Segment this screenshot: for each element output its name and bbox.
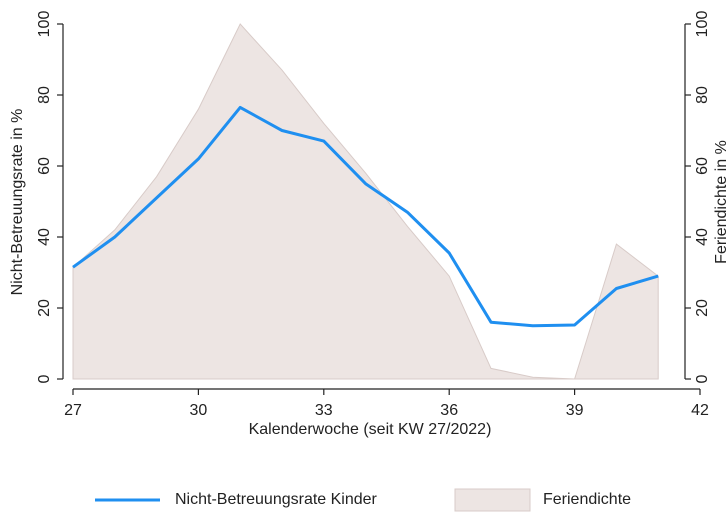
area [72, 23, 659, 380]
y2-tick-label: 20 [694, 299, 711, 317]
y2-tick-label: 80 [694, 86, 711, 104]
x-tick-label: 33 [315, 402, 333, 419]
y2-tick-label: 60 [694, 157, 711, 175]
x-tick-label: 36 [440, 402, 458, 419]
legend-label: Feriendichte [543, 491, 631, 508]
legend-swatch [454, 488, 531, 512]
x-tick-label: 27 [64, 402, 82, 419]
y2-tick-label: 0 [694, 374, 711, 383]
y2-tick-label: 100 [694, 11, 711, 38]
y-tick-label: 40 [36, 228, 53, 246]
y2-tick-label: 40 [694, 228, 711, 246]
x-tick-label: 42 [691, 402, 709, 419]
y-tick-label: 0 [36, 374, 53, 383]
y-tick-label: 60 [36, 157, 53, 175]
legend-label: Nicht-Betreuungsrate Kinder [175, 491, 378, 508]
line [72, 105, 659, 328]
x-tick-label: 39 [566, 402, 584, 419]
y-tick-label: 20 [36, 299, 53, 317]
y-tick-label: 100 [36, 11, 53, 38]
x-tick-label: 30 [190, 402, 208, 419]
y2-axis-label: Feriendichte in % [713, 140, 728, 264]
x-axis-label: Kalenderwoche (seit KW 27/2022) [249, 421, 492, 438]
y-axis-label: Nicht-Betreuungsrate in % [9, 109, 26, 296]
y-tick-label: 80 [36, 86, 53, 104]
